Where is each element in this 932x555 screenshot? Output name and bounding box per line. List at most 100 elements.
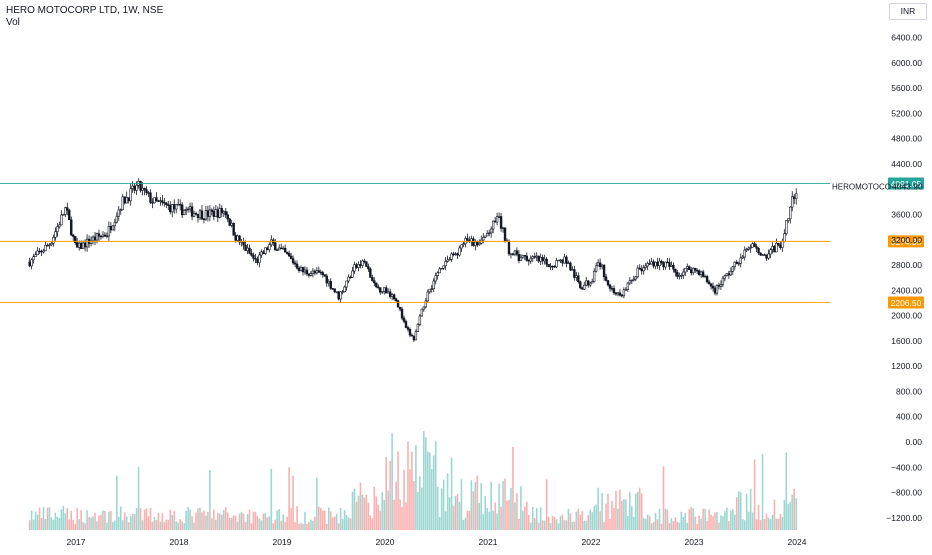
candle-body [709, 283, 713, 287]
volume-bar [373, 486, 376, 530]
volume-bar [528, 514, 530, 530]
volume-bar [76, 507, 78, 530]
candle-body [521, 255, 525, 258]
candle-body [652, 261, 655, 267]
candle-body [163, 202, 166, 204]
volume-bar [343, 510, 346, 530]
candle-body [52, 237, 55, 244]
candle-body [513, 250, 517, 255]
volume-bar [92, 516, 94, 530]
volume-bar [155, 520, 158, 530]
candle-body [727, 273, 731, 276]
volume-bar [240, 511, 243, 530]
volume-bar [353, 488, 356, 530]
candle-body [50, 242, 53, 246]
y-tick-label: 3600.00 [891, 209, 922, 219]
volume-bar [660, 523, 663, 530]
candle-body [212, 211, 216, 217]
volume-bar [448, 497, 451, 530]
candle-body [299, 266, 303, 271]
candle-body [600, 264, 604, 267]
candle-body [725, 273, 729, 277]
volume-bar [690, 507, 693, 530]
candle-body [369, 268, 372, 278]
volume-bar [339, 508, 342, 530]
candle-body [497, 216, 501, 218]
currency-button[interactable]: INR [889, 3, 927, 20]
candle-body [339, 291, 342, 300]
candle-body [315, 270, 319, 274]
candle-body [42, 250, 45, 253]
volume-bar [749, 488, 752, 530]
volume-bar [460, 479, 463, 530]
candle-body [684, 267, 687, 273]
candle-body [462, 243, 465, 246]
volume-bar [278, 509, 281, 530]
volume-bar [379, 510, 382, 530]
y-tick-label: 5200.00 [891, 108, 922, 118]
candle-body [466, 238, 469, 241]
candle-body [270, 239, 273, 245]
volume-bar [571, 522, 574, 530]
volume-bar [425, 437, 427, 530]
candle-body [672, 264, 675, 270]
volume-bar [737, 491, 740, 530]
y-tick-label: 400.00 [896, 412, 922, 422]
candle-body [30, 259, 33, 267]
volume-bar [583, 520, 586, 530]
candle-body [250, 253, 253, 256]
volume-bar [486, 508, 489, 530]
candle-body [412, 335, 416, 341]
candle-body [75, 242, 79, 248]
candle-body [188, 206, 192, 210]
candle-body [791, 196, 794, 208]
volume-bar [349, 518, 352, 530]
candle-body [276, 249, 279, 251]
candle-body [620, 294, 624, 297]
x-tick-label: 2017 [67, 537, 86, 547]
candle-body [406, 327, 410, 330]
volume-bar [294, 522, 296, 530]
volume-bar [68, 519, 71, 530]
volume-bar [316, 477, 318, 530]
volume-bar [401, 506, 403, 530]
candle-body [668, 262, 671, 267]
volume-bar [167, 519, 170, 530]
volume-bar [389, 460, 391, 530]
candle-body [616, 292, 620, 295]
volume-bar [185, 510, 187, 530]
volume-bar [320, 507, 322, 530]
candle-body [626, 282, 630, 290]
volume-bar [613, 508, 615, 530]
candle-body [719, 284, 723, 287]
y-tick-label: 4400.00 [891, 159, 922, 169]
candle-body [622, 289, 626, 297]
volume-bar [110, 510, 112, 530]
volume-bar [161, 513, 164, 530]
volume-bar [450, 457, 453, 530]
volume-bar [520, 486, 522, 530]
candle-body [145, 189, 148, 193]
x-tick-label: 2018 [170, 537, 189, 547]
candle-body [787, 218, 790, 221]
volume-bar [518, 518, 520, 530]
candle-body [377, 286, 380, 288]
candle-body [394, 298, 398, 302]
candle-body [711, 285, 715, 289]
volume-bar [421, 487, 423, 530]
volume-bar [365, 494, 368, 530]
candle-body [747, 247, 750, 250]
volume-bar [476, 475, 479, 530]
candle-body [129, 188, 132, 202]
candle-body [676, 272, 679, 277]
candle-body [729, 271, 733, 276]
volume-bar [96, 521, 98, 530]
volume-bar [363, 497, 366, 530]
candle-body [743, 249, 746, 258]
volume-bar [209, 470, 211, 530]
candle-body [171, 204, 174, 213]
volume-bar [137, 466, 140, 530]
candle-body [74, 236, 77, 243]
